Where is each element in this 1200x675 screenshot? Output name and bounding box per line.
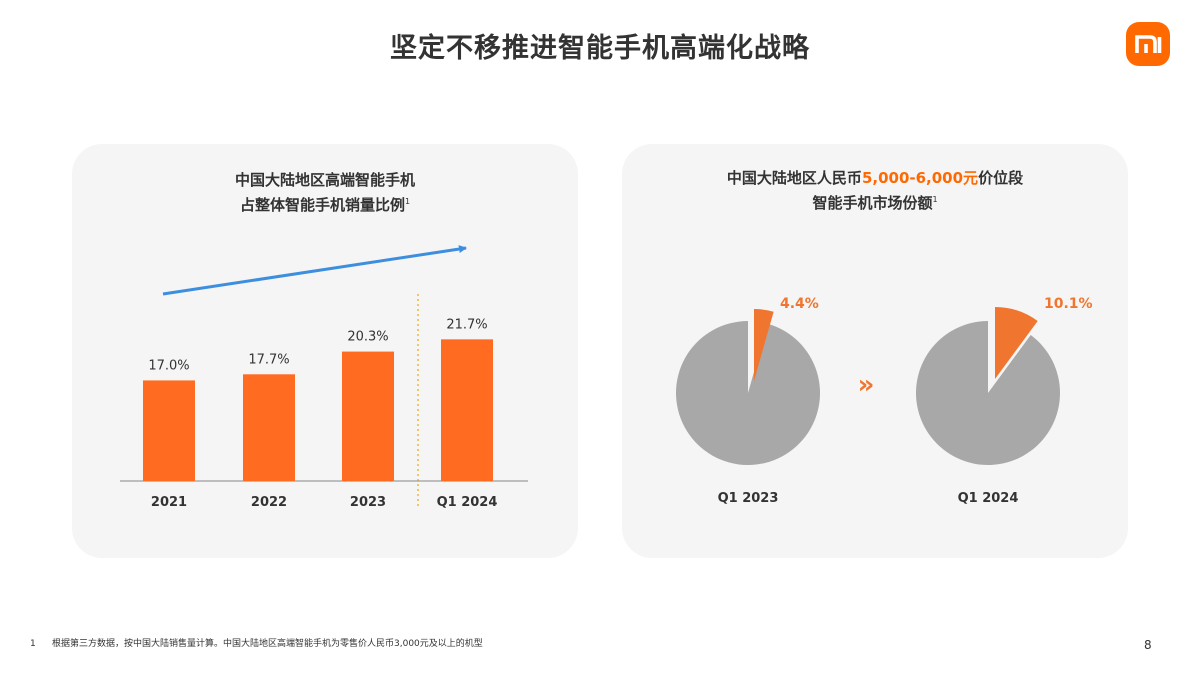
- footnote-number: 1: [30, 639, 36, 649]
- bar-chart-title: 中国大陆地区高端智能手机 占整体智能手机销量比例1: [72, 170, 578, 216]
- page-title: 坚定不移推进智能手机高端化战略: [390, 33, 810, 64]
- pie-chart-title: 中国大陆地区人民币5,000-6,000元价位段 智能手机市场份额1: [622, 168, 1128, 214]
- bar-q1-2024: [441, 339, 493, 481]
- pie-value-label: 10.1%: [1044, 296, 1093, 312]
- pie-charts: » 4.4% Q1 2023 10.1% Q1 2024: [676, 296, 1093, 506]
- bar-value-label: 17.0%: [148, 358, 189, 373]
- x-tick-label: Q1 2024: [437, 495, 498, 510]
- footnote-mark: 1: [932, 195, 938, 204]
- transition-chevron-icon: »: [858, 370, 875, 400]
- pie-highlight-slice: [995, 307, 1038, 379]
- premium-share-panel: 中国大陆地区高端智能手机 占整体智能手机销量比例1 17.0% 2021 17.7%…: [72, 144, 578, 558]
- footnote-mark: 1: [404, 197, 411, 206]
- pie-remainder-slice: [676, 321, 821, 465]
- pie-remainder-slice: [916, 321, 1061, 465]
- bar-2022: [243, 374, 295, 481]
- x-tick-label: 2023: [350, 495, 386, 510]
- page-number: 8: [1144, 638, 1152, 652]
- pie-period-label: Q1 2023: [718, 491, 779, 506]
- pie-chart-title-line2-text: 智能手机市场份额: [812, 194, 933, 212]
- x-tick-label: 2021: [151, 495, 187, 510]
- pie-chart-title-line1: 中国大陆地区人民币5,000-6,000元价位段: [622, 168, 1128, 189]
- footnote-text: 根据第三方数据，按中国大陆销售量计算。中国大陆地区高端智能手机为零售价人民币3,…: [52, 639, 483, 649]
- bar-chart: 17.0% 2021 17.7% 2022 20.3% 2023 21.7% Q1 2024: [120, 245, 528, 510]
- bar-chart-title-line2-text: 占整体智能手机销量比例: [239, 196, 405, 214]
- bar-chart-title-line2: 占整体智能手机销量比例1: [72, 191, 578, 216]
- pie-title-prefix: 中国大陆地区人民币: [726, 169, 862, 187]
- bar-value-label: 21.7%: [446, 317, 487, 332]
- bar-2021: [143, 380, 195, 481]
- bar-value-label: 17.7%: [248, 352, 289, 367]
- bar-value-label: 20.3%: [347, 330, 388, 345]
- xiaomi-logo-icon: [1126, 22, 1170, 66]
- bar-2023: [342, 351, 394, 481]
- price-segment-share-panel: 中国大陆地区人民币5,000-6,000元价位段 智能手机市场份额1 » 4.4…: [622, 144, 1128, 558]
- pie-period-label: Q1 2024: [958, 491, 1019, 506]
- pie-title-suffix: 价位段: [978, 169, 1024, 187]
- pie-chart-title-line2: 智能手机市场份额1: [622, 189, 1128, 214]
- trend-arrow: [162, 245, 467, 296]
- footnote: 1 根据第三方数据，按中国大陆销售量计算。中国大陆地区高端智能手机为零售价人民币3…: [30, 636, 483, 649]
- x-tick-label: 2022: [251, 495, 287, 510]
- pie-highlight-slice: [754, 309, 774, 381]
- bar-chart-title-line1: 中国大陆地区高端智能手机: [234, 171, 415, 189]
- pie-value-label: 4.4%: [780, 296, 819, 312]
- pie-title-price-range: 5,000-6,000元: [861, 169, 979, 187]
